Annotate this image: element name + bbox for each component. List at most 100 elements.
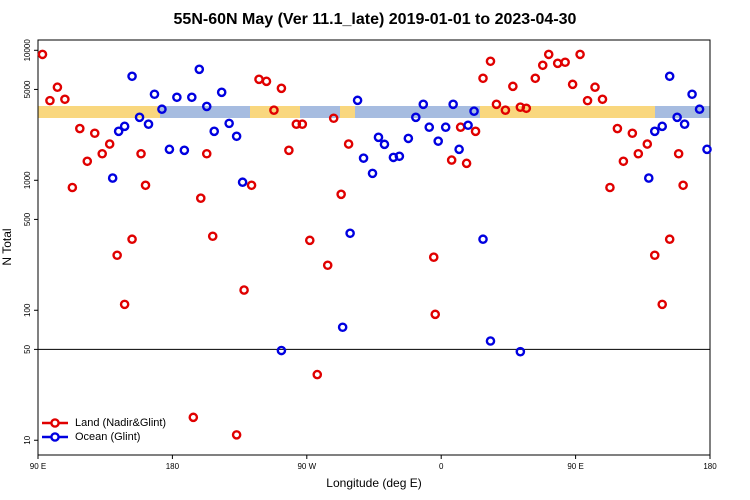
point — [119, 299, 130, 310]
point — [261, 76, 272, 87]
point — [140, 180, 151, 191]
point — [336, 189, 346, 200]
point — [194, 64, 205, 75]
y-tick-label: 10 — [23, 435, 32, 444]
point — [119, 121, 130, 132]
point — [430, 309, 441, 320]
point — [500, 105, 511, 116]
point — [224, 118, 234, 129]
point — [216, 87, 227, 98]
point — [672, 112, 682, 123]
x-tick-label: 90 E — [567, 462, 583, 471]
point — [627, 128, 638, 139]
point — [358, 153, 369, 163]
point — [284, 145, 294, 156]
point — [187, 92, 197, 103]
point — [379, 139, 390, 150]
point — [304, 235, 315, 246]
x-tick-label: 90 W — [297, 462, 316, 471]
point — [164, 144, 175, 155]
y-tick-label: 100 — [23, 303, 32, 317]
y-tick-label: 5000 — [23, 80, 32, 98]
point — [195, 193, 206, 203]
x-tick-label: 180 — [166, 462, 180, 471]
point — [643, 173, 654, 183]
point — [664, 71, 675, 82]
point — [560, 57, 570, 68]
point — [127, 234, 137, 245]
point — [590, 82, 600, 93]
point — [157, 104, 167, 115]
point — [352, 95, 363, 106]
point — [424, 122, 435, 133]
point — [201, 148, 212, 159]
point — [37, 49, 48, 60]
point — [597, 94, 608, 105]
point — [485, 56, 496, 67]
legend-marker — [50, 418, 60, 428]
point — [67, 182, 78, 193]
point — [297, 119, 308, 130]
point — [664, 234, 675, 245]
point — [478, 73, 488, 84]
point — [478, 234, 488, 245]
point — [515, 346, 526, 357]
point — [485, 336, 496, 346]
point — [469, 106, 479, 116]
point — [97, 148, 108, 159]
point — [343, 139, 354, 149]
y-tick-label: 500 — [23, 212, 32, 226]
point — [60, 94, 70, 105]
point — [463, 120, 473, 131]
point — [567, 79, 578, 90]
point — [104, 139, 115, 149]
point — [411, 112, 421, 123]
y-tick-label: 1000 — [23, 171, 32, 189]
point — [642, 139, 653, 149]
point — [89, 128, 100, 139]
point — [530, 73, 541, 84]
point — [454, 144, 464, 155]
point — [149, 89, 160, 100]
point — [687, 89, 697, 100]
point — [322, 260, 333, 271]
point — [239, 285, 249, 295]
point — [82, 156, 93, 167]
plot-frame — [37, 39, 711, 456]
point — [345, 228, 355, 239]
point — [455, 122, 466, 133]
point — [75, 123, 85, 134]
point — [172, 92, 182, 103]
point — [461, 158, 472, 169]
point — [179, 145, 190, 156]
point — [521, 103, 532, 114]
point — [448, 99, 458, 110]
x-tick-label: 90 E — [30, 462, 46, 471]
legend-label: Land (Nadir&Glint) — [75, 417, 166, 429]
point — [246, 180, 257, 191]
point — [649, 250, 660, 261]
point — [657, 121, 668, 132]
point — [188, 412, 199, 423]
x-tick-label: 180 — [703, 462, 717, 471]
point — [649, 126, 660, 137]
point — [237, 177, 248, 188]
point — [679, 119, 690, 130]
point — [433, 136, 444, 146]
point — [403, 133, 414, 144]
point — [276, 345, 287, 356]
point — [367, 168, 378, 179]
y-axis-label: N Total — [0, 228, 14, 265]
point — [552, 58, 563, 69]
point — [508, 81, 518, 92]
chart-title: 55N-60N May (Ver 11.1_late) 2019-01-01 t… — [174, 11, 577, 28]
point — [657, 299, 668, 310]
y-tick-label: 10000 — [23, 39, 32, 62]
point — [136, 148, 146, 159]
point — [231, 131, 242, 142]
point — [107, 173, 118, 183]
point — [394, 151, 405, 162]
point — [673, 148, 684, 159]
point — [231, 430, 242, 440]
